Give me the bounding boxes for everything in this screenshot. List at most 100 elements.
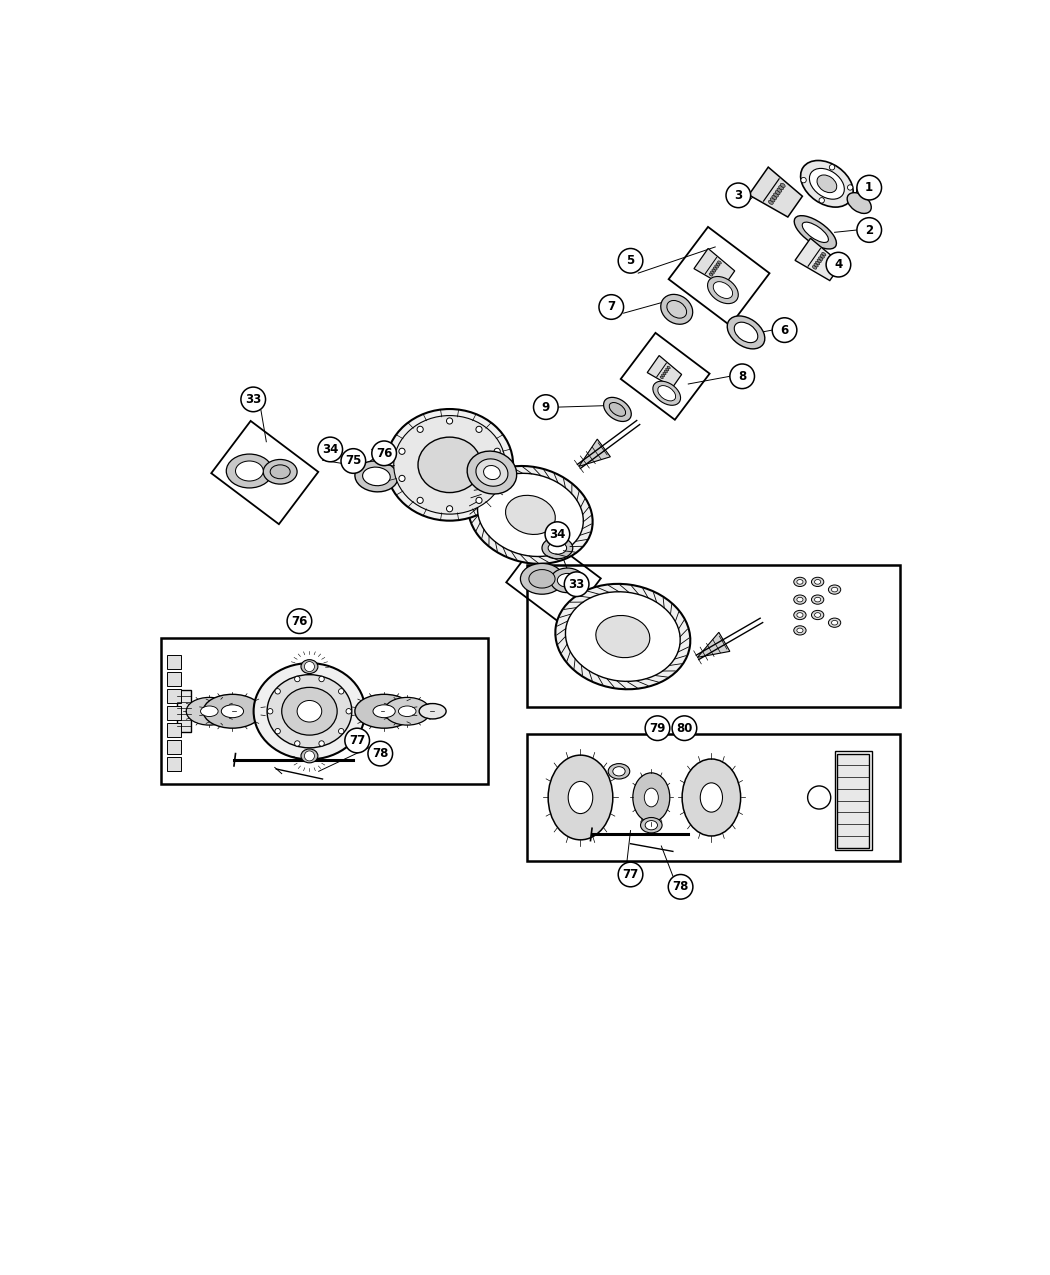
Ellipse shape [394,416,505,514]
Ellipse shape [235,462,264,481]
Circle shape [645,715,670,741]
Ellipse shape [812,595,824,604]
Ellipse shape [476,459,508,486]
Ellipse shape [419,704,446,719]
Ellipse shape [267,674,352,748]
Circle shape [304,751,314,761]
Bar [167,756,181,770]
Text: 9: 9 [542,400,550,413]
Bar [161,638,488,784]
Ellipse shape [613,766,625,776]
Ellipse shape [708,277,738,303]
Polygon shape [647,356,681,388]
Ellipse shape [711,272,714,274]
Ellipse shape [817,259,821,263]
Ellipse shape [815,597,821,602]
Circle shape [495,476,500,482]
Circle shape [304,662,314,672]
Ellipse shape [802,222,828,242]
Circle shape [545,521,570,547]
Circle shape [346,709,352,714]
Ellipse shape [301,748,318,762]
Ellipse shape [772,195,777,199]
Circle shape [801,177,806,182]
Ellipse shape [548,542,567,555]
Ellipse shape [775,190,780,195]
Ellipse shape [657,385,675,400]
Ellipse shape [734,323,758,343]
Ellipse shape [355,695,414,728]
Ellipse shape [812,578,824,586]
Ellipse shape [604,398,631,422]
Ellipse shape [715,265,718,268]
Circle shape [618,862,643,887]
Circle shape [275,688,280,694]
Circle shape [726,184,751,208]
Ellipse shape [478,473,584,556]
Ellipse shape [794,626,806,635]
Text: 2: 2 [865,223,874,236]
Circle shape [807,785,831,810]
Ellipse shape [728,316,764,349]
Bar [527,565,900,708]
Ellipse shape [529,570,555,588]
Ellipse shape [608,764,630,779]
Ellipse shape [774,193,778,198]
Ellipse shape [797,580,803,584]
Ellipse shape [297,700,321,722]
Text: 77: 77 [349,734,365,747]
Circle shape [533,395,559,419]
Ellipse shape [800,161,854,207]
Text: 79: 79 [649,722,666,734]
Circle shape [446,418,453,425]
Ellipse shape [505,495,555,534]
Ellipse shape [667,366,670,368]
Ellipse shape [254,663,365,760]
Polygon shape [749,167,802,217]
Circle shape [672,715,697,741]
Circle shape [338,688,344,694]
Ellipse shape [550,569,584,593]
Circle shape [344,728,370,752]
Bar [167,740,181,754]
Ellipse shape [468,465,592,564]
Ellipse shape [201,706,218,717]
Ellipse shape [362,467,391,486]
Ellipse shape [384,697,430,725]
Ellipse shape [810,168,844,199]
Text: 80: 80 [676,722,693,734]
Ellipse shape [847,193,871,213]
Ellipse shape [386,409,513,520]
Circle shape [847,185,853,190]
Text: 3: 3 [734,189,742,201]
Ellipse shape [832,621,838,625]
Ellipse shape [222,705,244,718]
Ellipse shape [566,592,680,681]
Ellipse shape [660,376,664,379]
Ellipse shape [484,465,500,479]
Circle shape [598,295,624,319]
Ellipse shape [777,189,782,193]
Ellipse shape [712,269,716,272]
Ellipse shape [815,613,821,617]
Circle shape [319,741,324,746]
Ellipse shape [794,611,806,620]
Ellipse shape [713,266,717,270]
Ellipse shape [667,301,687,319]
Ellipse shape [713,282,733,298]
Polygon shape [694,249,735,286]
Text: 77: 77 [623,868,638,881]
Bar [167,655,181,669]
Circle shape [826,252,850,277]
Text: 78: 78 [372,747,388,760]
Circle shape [338,728,344,734]
Circle shape [417,426,423,432]
Ellipse shape [270,465,290,478]
Polygon shape [795,238,841,280]
Ellipse shape [797,597,803,602]
Ellipse shape [780,184,785,187]
Ellipse shape [663,372,666,375]
Ellipse shape [186,697,232,725]
Ellipse shape [555,584,690,690]
Ellipse shape [779,186,783,190]
